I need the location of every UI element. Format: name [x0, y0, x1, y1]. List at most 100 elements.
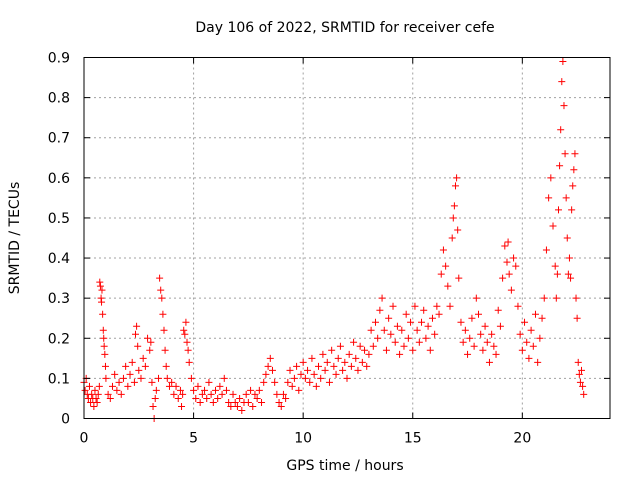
data-point	[358, 358, 366, 366]
data-point	[222, 386, 230, 394]
data-point	[376, 306, 384, 314]
data-point	[415, 338, 423, 346]
data-point	[336, 342, 344, 350]
data-point	[559, 58, 567, 66]
data-point	[312, 382, 320, 390]
data-point	[190, 386, 198, 394]
data-point	[457, 318, 465, 326]
data-point	[106, 394, 114, 402]
data-point	[104, 390, 112, 398]
data-point	[580, 390, 588, 398]
data-point	[424, 322, 432, 330]
data-point	[231, 398, 239, 406]
data-point	[563, 234, 571, 242]
data-point	[126, 370, 134, 378]
data-point	[172, 382, 180, 390]
y-tick-label: 0.4	[48, 251, 70, 267]
data-point	[428, 314, 436, 322]
data-point	[492, 350, 500, 358]
points-layer	[80, 58, 588, 422]
data-point	[258, 398, 266, 406]
data-point	[165, 382, 173, 390]
data-point	[560, 102, 568, 110]
data-point	[192, 394, 200, 402]
data-point	[91, 386, 99, 394]
data-point	[81, 386, 89, 394]
data-point	[477, 330, 485, 338]
data-point	[179, 390, 187, 398]
y-axis-title: SRMTID / TECUs	[7, 182, 23, 295]
data-point	[570, 166, 578, 174]
data-point	[504, 238, 512, 246]
data-point	[565, 254, 573, 262]
data-point	[100, 342, 108, 350]
data-point	[551, 262, 559, 270]
data-point	[387, 330, 395, 338]
data-point	[233, 402, 241, 410]
data-point	[553, 270, 561, 278]
data-point	[409, 346, 417, 354]
data-point	[505, 270, 513, 278]
data-point	[290, 374, 298, 382]
data-point	[268, 366, 276, 374]
data-point	[271, 378, 279, 386]
data-point	[527, 326, 535, 334]
data-point	[479, 346, 487, 354]
data-point	[158, 294, 166, 302]
data-point	[295, 386, 303, 394]
data-point	[183, 338, 191, 346]
data-point	[556, 162, 564, 170]
data-point	[557, 126, 565, 134]
data-point	[437, 270, 445, 278]
data-point	[144, 334, 152, 342]
data-point	[538, 314, 546, 322]
data-point	[119, 374, 127, 382]
y-tick-label: 0.5	[48, 211, 70, 227]
data-point	[253, 394, 261, 402]
data-point	[174, 394, 182, 402]
data-point	[407, 318, 415, 326]
data-point	[216, 382, 224, 390]
data-point	[162, 362, 170, 370]
data-point	[521, 318, 529, 326]
data-point	[184, 346, 192, 354]
data-point	[207, 390, 215, 398]
data-point	[435, 310, 443, 318]
x-tick-label: 5	[189, 431, 198, 447]
data-point	[249, 402, 257, 410]
data-point	[391, 338, 399, 346]
data-point	[132, 330, 140, 338]
data-point	[288, 382, 296, 390]
x-tick-label: 10	[294, 431, 312, 447]
data-point	[490, 342, 498, 350]
data-point	[461, 326, 469, 334]
data-point	[367, 326, 375, 334]
data-point	[304, 366, 312, 374]
data-point	[185, 358, 193, 366]
data-point	[297, 370, 305, 378]
data-point	[182, 318, 190, 326]
data-point	[554, 206, 562, 214]
data-point	[134, 342, 142, 350]
data-point	[442, 262, 450, 270]
data-point	[301, 374, 309, 382]
data-point	[481, 322, 489, 330]
data-point	[262, 370, 270, 378]
data-point	[439, 246, 447, 254]
data-point	[98, 286, 106, 294]
y-tick-label: 0.6	[48, 171, 70, 187]
data-point	[507, 286, 515, 294]
data-point	[93, 398, 101, 406]
data-point	[420, 306, 428, 314]
data-point	[277, 402, 285, 410]
y-tick-label: 0.3	[48, 291, 70, 307]
data-point	[413, 326, 421, 334]
data-point	[459, 338, 467, 346]
data-point	[282, 394, 290, 402]
data-point	[485, 358, 493, 366]
data-point	[536, 334, 544, 342]
data-point	[99, 310, 107, 318]
data-point	[571, 150, 579, 158]
data-point	[361, 346, 369, 354]
